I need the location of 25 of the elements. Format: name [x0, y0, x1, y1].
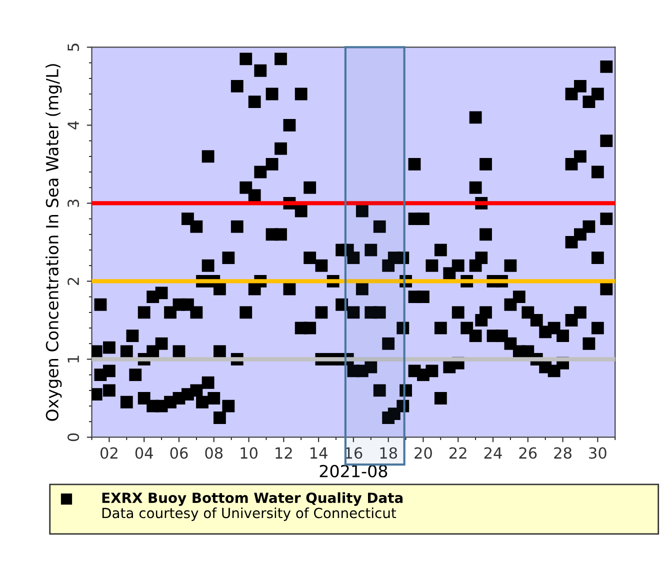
- y-tick-label: 0: [68, 433, 80, 442]
- legend-label: EXRX Buoy Bottom Water Quality Data: [102, 492, 403, 506]
- x-tick-label: 22: [450, 447, 466, 459]
- y-axis-title: Oxygen Concentration In Sea Water (mg/L): [46, 64, 62, 421]
- x-tick-label: 28: [554, 447, 572, 459]
- x-tick-label: 04: [135, 447, 153, 459]
- x-tick-label: 10: [240, 447, 258, 459]
- x-tick-label: 26: [519, 447, 537, 459]
- x-tick-label: 14: [310, 447, 328, 459]
- x-tick-label: 02: [100, 447, 118, 459]
- y-tick-label: 1: [68, 356, 79, 362]
- text: Data courtesy of University of Connecticut: [102, 508, 396, 521]
- x-tick-label: 18: [380, 447, 398, 459]
- y-tick-label: 2: [68, 278, 79, 285]
- x-tick-label: 20: [414, 447, 432, 459]
- x-tick-label: 30: [589, 447, 606, 459]
- x-axis-title: 2021-08: [320, 464, 388, 478]
- y-tick-label: 3: [68, 200, 80, 207]
- x-tick-label: 24: [484, 447, 502, 459]
- x-tick-label: 12: [276, 447, 292, 459]
- x-tick-label: 08: [205, 447, 223, 459]
- y-tick-label: 5: [68, 44, 80, 51]
- y-tick-label: 4: [68, 121, 79, 130]
- x-tick-label: 06: [170, 447, 188, 459]
- x-tick-label: 16: [345, 447, 362, 459]
